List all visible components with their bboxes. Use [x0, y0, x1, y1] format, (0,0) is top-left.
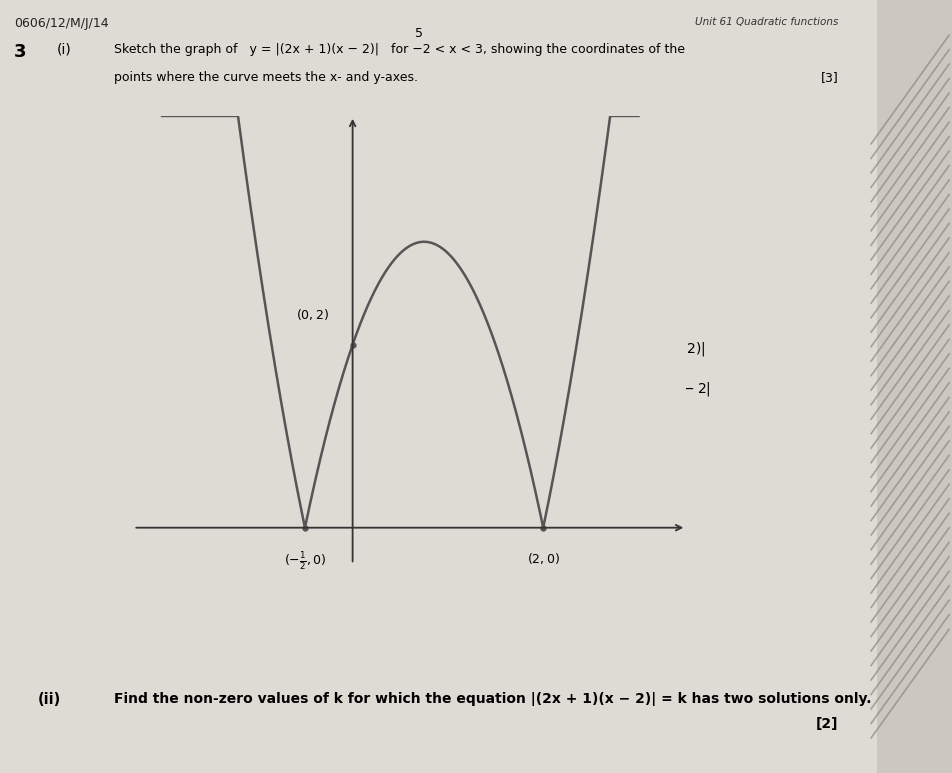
Text: $=|2x^2-3x-2|$: $=|2x^2-3x-2|$ [600, 379, 710, 400]
Text: $(-\frac{1}{2},0)$: $(-\frac{1}{2},0)$ [284, 550, 326, 573]
Text: points where the curve meets the x- and y-axes.: points where the curve meets the x- and … [114, 71, 418, 84]
Text: (ii): (ii) [38, 692, 61, 707]
Text: $(2,0)$: $(2,0)$ [526, 550, 559, 566]
Text: Unit 61 Quadratic functions: Unit 61 Quadratic functions [695, 17, 838, 27]
Text: $(0,2)$: $(0,2)$ [295, 307, 328, 322]
Text: (i): (i) [57, 43, 71, 56]
Text: [2]: [2] [815, 717, 838, 731]
Text: 5: 5 [415, 27, 423, 40]
Text: 0606/12/M/J/14: 0606/12/M/J/14 [14, 17, 109, 30]
Text: Sketch the graph of   y = |(2x + 1)(x − 2)|   for −2 < x < 3, showing the coordi: Sketch the graph of y = |(2x + 1)(x − 2)… [114, 43, 684, 56]
Text: [3]: [3] [820, 71, 838, 84]
Text: $y=|(2x+1)(x-2)|$: $y=|(2x+1)(x-2)|$ [571, 340, 704, 358]
Text: 3: 3 [14, 43, 27, 60]
Text: Find the non-zero values of k for which the equation |(2x + 1)(x − 2)| = k has t: Find the non-zero values of k for which … [114, 692, 871, 706]
